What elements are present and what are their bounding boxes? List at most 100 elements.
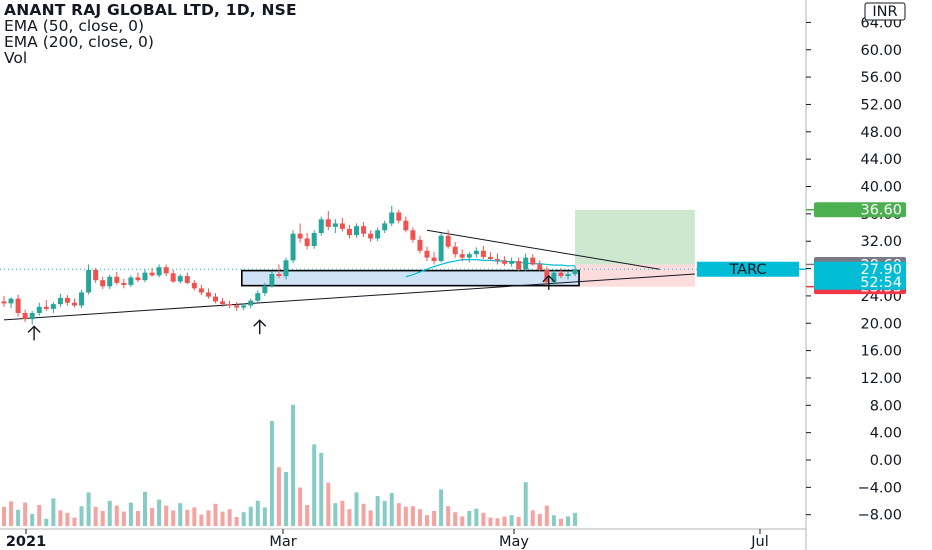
candle-body [121,282,127,285]
price-axis-label: 4.00 [870,426,902,442]
volume-bar [544,505,549,526]
candle-body [79,292,85,306]
candle-body [15,298,21,313]
volume-bar [93,506,98,526]
volume-bar [23,502,28,526]
volume-bar [30,514,35,526]
volume-bar [72,517,77,526]
candle-body [375,230,381,239]
candle-body [346,228,352,236]
volume-bar [502,516,507,526]
candle-body [149,272,155,276]
candle-body [389,212,395,224]
volume-bar [453,512,458,526]
symbol-title[interactable]: ANANT RAJ GLOBAL LTD, 1D, NSE [4,1,297,19]
volume-bar [220,511,225,526]
drawing-zones [241,209,695,287]
candle-body [318,219,324,233]
volume-bar [488,517,493,526]
price-axis-label: 68.00 [860,0,902,4]
volume-bar [206,510,211,526]
price-axis-label: 56.00 [860,70,902,86]
volume-bar [305,505,310,526]
indicator-volume[interactable]: Vol [4,49,28,67]
volume-bar [425,515,429,526]
candle-body [241,305,247,308]
candle-body [248,300,254,306]
candle-body [170,273,176,282]
chart-legend[interactable]: ANANT RAJ GLOBAL LTD, 1D, NSE EMA (50, c… [4,2,297,66]
candle-body [487,256,493,259]
volume-bar [312,444,317,526]
candle-body [100,280,106,287]
stop-zone [575,264,695,287]
time-axis[interactable]: 2021 Mar May Jul [6,529,769,550]
volume-bar [340,500,345,526]
volume-bar [432,511,437,526]
volume-bar [241,512,246,526]
volume-bar [551,515,556,526]
volume-bar [262,507,267,526]
price-axis-label: 12.00 [860,371,902,387]
volume-bar [86,492,91,526]
candle-body [72,302,77,306]
volume-bar [467,511,472,526]
volume-bar [403,506,408,526]
price-axis[interactable]: 68.0064.0060.0056.0052.0048.0044.0040.00… [806,0,902,524]
volume-bar [9,501,14,526]
candle-body [332,223,338,227]
candle-body [466,254,472,258]
volume-bar [417,509,422,526]
candle-body [213,296,218,302]
volume-bar [178,503,183,526]
candle-body [198,288,204,293]
price-axis-label: 16.00 [860,344,902,360]
candle-body [438,235,444,262]
price-axis-label: 20.00 [860,316,902,332]
candle-body [43,306,49,309]
price-axis-label: 32.00 [860,234,902,250]
volume-bar [474,508,479,526]
currency-badge[interactable]: INR [864,2,906,21]
candle-body [128,277,134,285]
candle-body [480,250,486,257]
candle-body [163,267,169,274]
candle-body [558,272,564,277]
volume-bar [2,506,6,526]
volume-bar [410,506,415,526]
volume-bars [2,404,578,526]
volume-bar [523,482,528,526]
indicator-ema50[interactable]: EMA (50, close, 0) [4,17,145,35]
indicator-ema200[interactable]: EMA (200, close, 0) [4,33,154,51]
candle-body [304,238,310,246]
candle-body [495,258,500,261]
candle-body [572,269,578,275]
candle-body [114,276,120,283]
volume-bar [269,421,274,526]
target-zone [575,209,695,265]
volume-bar [558,518,563,526]
volume-bar [298,487,303,526]
target-price-tag-bg [814,202,906,218]
volume-bar [495,518,500,526]
arrow-up-icon [27,325,41,341]
volume-bar [65,512,70,526]
volume-bar [530,510,535,526]
candle-body [290,233,296,261]
candle-body [537,264,543,270]
candle-body [565,274,571,277]
arrow-markers [27,274,556,341]
last-price-tag-bg [814,261,906,290]
volume-bar [375,496,380,526]
symbol-tag-bg [697,261,799,277]
volume-bar [255,500,260,526]
candle-body [227,304,233,306]
candle-body [22,312,28,320]
candle-body [64,297,70,303]
arrow-up-icon [542,274,556,290]
volume-bar [16,509,21,526]
candle-body [276,274,282,277]
candle-body [459,254,465,258]
